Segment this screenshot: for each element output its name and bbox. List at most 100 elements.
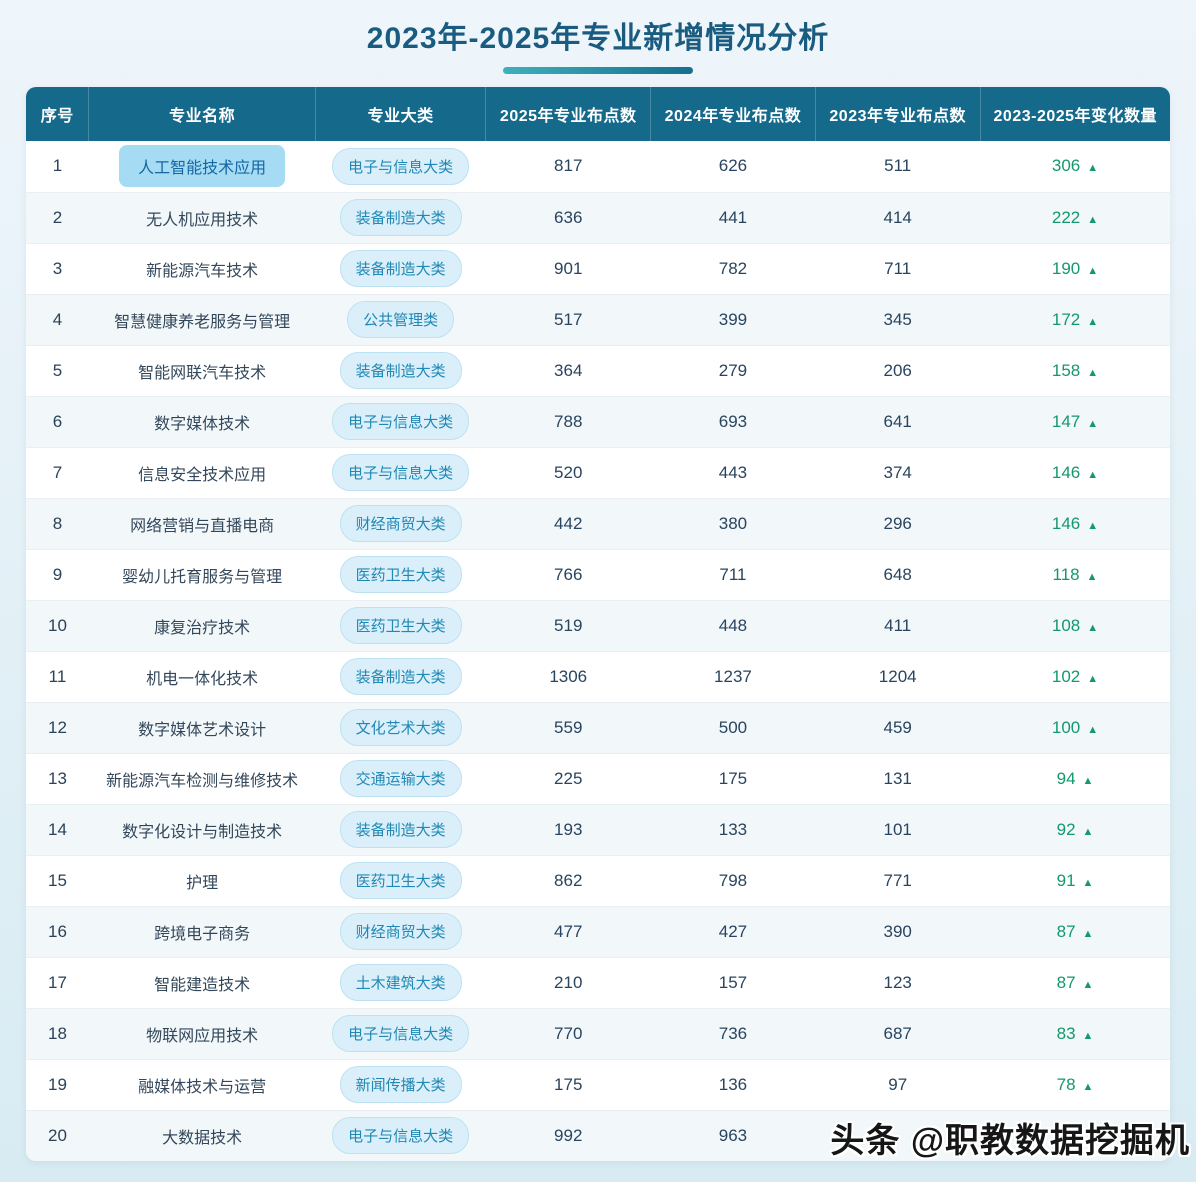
- row-index-cell: 7: [52, 462, 63, 482]
- major-name-cell: 数字化设计与制造技术: [89, 804, 316, 855]
- major-name-cell: 跨境电子商务: [89, 906, 316, 957]
- value-2024-cell: 136: [718, 1074, 748, 1094]
- change-value: 91: [1056, 870, 1076, 890]
- major-name: 融媒体技术与运营: [138, 1078, 267, 1096]
- row-index-cell: 10: [47, 615, 67, 635]
- major-name-cell: 智能建造技术: [89, 957, 316, 1008]
- up-triangle-icon: ▲: [1087, 672, 1099, 685]
- column-header-2: 专业大类: [314, 87, 486, 141]
- change-cell: 118 ▲: [980, 549, 1170, 600]
- value-2025-cell: 519: [554, 615, 583, 635]
- row-index-cell: 5: [52, 360, 63, 380]
- category-cell: 装备制造大类: [315, 651, 485, 702]
- category-cell: 文化艺术大类: [315, 702, 485, 753]
- category-cell: 装备制造大类: [315, 192, 485, 243]
- table-row: 17 智能建造技术 土木建筑大类 210 157 123 87 ▲: [26, 957, 1170, 1008]
- major-name: 跨境电子商务: [154, 925, 251, 943]
- category-cell: 财经商贸大类: [315, 498, 485, 549]
- change-cell: 146 ▲: [980, 447, 1170, 498]
- value-2024-cell: 1237: [714, 666, 752, 686]
- value-2024-cell: 380: [718, 513, 748, 533]
- major-name-cell: 智能网联汽车技术: [89, 345, 316, 396]
- title-block: 2023年-2025年专业新增情况分析: [0, 0, 1196, 74]
- change-cell: 172 ▲: [980, 294, 1170, 345]
- major-name: 智能网联汽车技术: [138, 364, 267, 382]
- value-2024-cell: 399: [718, 309, 748, 329]
- category-pill: 电子与信息大类: [332, 1117, 470, 1155]
- change-value: 158: [1051, 360, 1081, 380]
- value-2023-cell: 711: [884, 258, 912, 278]
- value-2024-cell: 963: [718, 1125, 748, 1145]
- major-name-cell: 人工智能技术应用: [89, 141, 316, 192]
- change-cell: 91 ▲: [980, 855, 1170, 906]
- change-value: 118: [1052, 564, 1080, 584]
- value-2023-cell: 206: [883, 360, 912, 380]
- change-cell: 92 ▲: [980, 804, 1170, 855]
- change-cell: 87 ▲: [980, 906, 1170, 957]
- category-cell: 电子与信息大类: [315, 141, 485, 192]
- value-2025-cell: 862: [554, 870, 583, 890]
- category-pill: 电子与信息大类: [332, 403, 470, 440]
- up-triangle-icon: ▲: [1082, 978, 1094, 991]
- value-2024-cell: 441: [718, 207, 748, 227]
- up-triangle-icon: ▲: [1082, 927, 1094, 940]
- category-pill: 电子与信息大类: [332, 1015, 470, 1052]
- category-cell: 医药卫生大类: [315, 549, 485, 600]
- category-pill: 装备制造大类: [339, 811, 462, 848]
- value-2023-cell: 123: [883, 972, 912, 992]
- value-2023-cell: 101: [883, 819, 912, 839]
- value-2025-cell: 175: [554, 1074, 583, 1094]
- category-cell: 医药卫生大类: [315, 600, 485, 651]
- major-name: 智能建造技术: [154, 976, 251, 994]
- up-triangle-icon: ▲: [1087, 162, 1099, 175]
- value-2023-cell: 374: [883, 462, 912, 482]
- value-2024-cell: 736: [718, 1023, 748, 1043]
- value-2023-cell: 687: [883, 1023, 912, 1043]
- change-value: 108: [1051, 615, 1081, 635]
- category-pill: 新闻传播大类: [339, 1066, 462, 1103]
- major-name-cell: 新能源汽车技术: [89, 243, 316, 294]
- value-2023-cell: 641: [883, 411, 912, 431]
- row-index-cell: 8: [52, 513, 63, 533]
- table-row: 18 物联网应用技术 电子与信息大类 770 736 687 83 ▲: [26, 1008, 1170, 1059]
- table-row: 19 融媒体技术与运营 新闻传播大类 175 136 97 78 ▲: [26, 1059, 1170, 1110]
- category-pill: 医药卫生大类: [339, 862, 462, 899]
- value-2025-cell: 364: [554, 360, 583, 380]
- major-name-cell: 智慧健康养老服务与管理: [89, 294, 316, 345]
- value-2023-cell: 390: [883, 921, 912, 941]
- category-pill: 土木建筑大类: [339, 964, 462, 1001]
- major-name: 数字媒体技术: [154, 415, 251, 433]
- category-cell: 装备制造大类: [315, 804, 485, 855]
- major-name-cell: 机电一体化技术: [89, 651, 316, 702]
- change-cell: 222 ▲: [980, 192, 1170, 243]
- change-cell: 78 ▲: [980, 1059, 1170, 1110]
- value-2024-cell: 626: [718, 156, 748, 176]
- change-value: 87: [1056, 921, 1076, 941]
- value-2023-cell: 296: [883, 513, 912, 533]
- up-triangle-icon: ▲: [1087, 519, 1099, 532]
- major-name-cell: 网络营销与直播电商: [89, 498, 316, 549]
- value-2025-cell: 766: [554, 564, 583, 584]
- value-2023-cell: 771: [883, 870, 912, 890]
- row-index-cell: 4: [52, 309, 63, 329]
- value-2025-cell: 788: [554, 411, 583, 431]
- category-pill: 文化艺术大类: [339, 709, 462, 746]
- value-2025-cell: 477: [554, 921, 583, 941]
- category-cell: 装备制造大类: [315, 243, 485, 294]
- column-header-5: 2023年专业布点数: [814, 87, 981, 141]
- category-cell: 装备制造大类: [315, 345, 485, 396]
- category-pill: 装备制造大类: [339, 658, 462, 695]
- up-triangle-icon: ▲: [1082, 774, 1094, 787]
- value-2024-cell: 443: [718, 462, 748, 482]
- value-2025-cell: 193: [554, 819, 583, 839]
- page-title: 2023年-2025年专业新增情况分析: [366, 22, 830, 55]
- table-row: 16 跨境电子商务 财经商贸大类 477 427 390 87 ▲: [26, 906, 1170, 957]
- category-cell: 电子与信息大类: [315, 447, 485, 498]
- major-name: 康复治疗技术: [154, 619, 251, 637]
- change-value: 146: [1051, 462, 1081, 482]
- row-index-cell: 18: [47, 1023, 67, 1043]
- major-name-cell: 数字媒体技术: [89, 396, 316, 447]
- row-index-cell: 1: [52, 156, 63, 176]
- table-row: 8 网络营销与直播电商 财经商贸大类 442 380 296 146 ▲: [26, 498, 1170, 549]
- up-triangle-icon: ▲: [1082, 1029, 1094, 1042]
